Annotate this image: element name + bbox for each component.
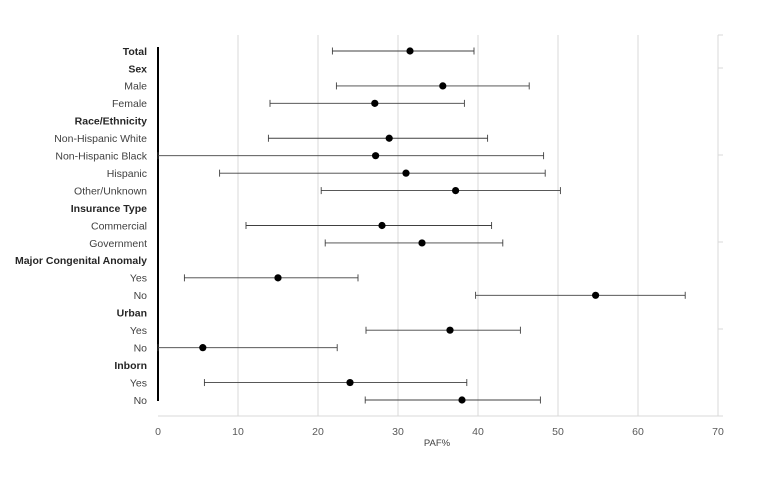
point-estimate-3 <box>371 99 379 107</box>
row-label-3: Female <box>112 98 147 110</box>
group-label-1: Sex <box>128 63 147 75</box>
point-estimate-2 <box>439 82 447 90</box>
x-axis-title: PAF% <box>424 438 451 449</box>
row-label-5: Non-Hispanic White <box>54 133 147 145</box>
x-tick-label-40: 40 <box>472 426 484 438</box>
plot-frame <box>157 34 723 417</box>
row-label-17: No <box>134 342 148 354</box>
point-estimate-5 <box>385 134 393 142</box>
point-estimate-8 <box>452 187 460 195</box>
row-label-19: Yes <box>130 377 147 389</box>
group-label-18: Inborn <box>114 360 147 372</box>
group-label-4: Race/Ethnicity <box>75 116 148 128</box>
x-tick-label-50: 50 <box>552 426 564 438</box>
row-label-7: Hispanic <box>107 168 147 180</box>
x-tick-label-20: 20 <box>312 426 324 438</box>
row-label-2: Male <box>124 81 147 93</box>
point-estimate-13 <box>274 274 282 282</box>
point-estimates <box>199 47 600 404</box>
point-estimate-11 <box>418 239 426 247</box>
point-estimate-16 <box>446 326 454 334</box>
point-estimate-19 <box>346 378 354 387</box>
row-label-10: Commercial <box>91 220 147 232</box>
group-label-12: Major Congenital Anomaly <box>15 255 147 267</box>
row-label-6: Non-Hispanic Black <box>55 151 147 163</box>
row-labels: Total Sex Male Female Race/Ethnicity Non-Hisp… <box>15 46 148 407</box>
row-label-8: Other/Unknown <box>74 185 147 197</box>
point-estimate-7 <box>402 169 410 177</box>
point-estimate-14 <box>592 291 600 299</box>
point-estimate-17 <box>199 344 207 352</box>
row-label-11: Government <box>89 238 147 250</box>
point-estimate-10 <box>378 221 386 230</box>
x-tick-label-60: 60 <box>632 426 644 438</box>
row-label-13: Yes <box>130 273 147 285</box>
point-estimate-20 <box>458 396 466 404</box>
group-label-15: Urban <box>117 308 147 320</box>
point-estimate-6 <box>372 152 380 160</box>
x-tick-labels: 0 10 20 30 40 50 60 70 <box>155 426 724 438</box>
x-tick-label-70: 70 <box>712 426 724 438</box>
x-tick-label-10: 10 <box>232 426 244 438</box>
x-tick-label-0: 0 <box>155 426 161 438</box>
group-label-0: Total <box>123 46 147 58</box>
group-label-9: Insurance Type <box>71 203 147 215</box>
row-label-20: No <box>134 395 148 407</box>
error-bars <box>157 47 686 404</box>
x-tick-label-30: 30 <box>392 426 404 438</box>
row-label-16: Yes <box>130 325 147 337</box>
row-label-14: No <box>134 290 148 302</box>
point-estimate-0 <box>406 47 414 55</box>
